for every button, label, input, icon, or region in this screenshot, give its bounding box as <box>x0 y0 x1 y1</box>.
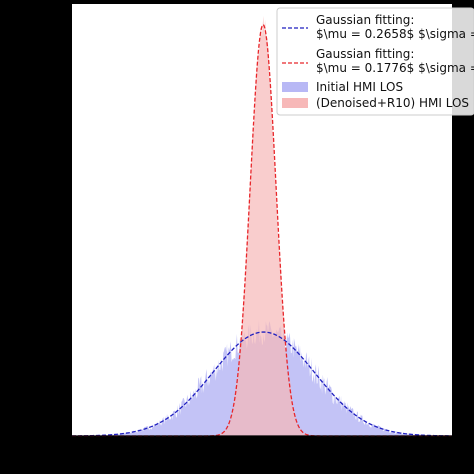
legend-box <box>276 7 474 116</box>
legend-entry-3-label: Initial HMI LOS <box>316 80 403 94</box>
histogram-denoised-hmi-los <box>72 15 452 437</box>
legend-entry-2-stats: $\mu = 0.1776$ $\sigma = 2.0438$ <box>316 61 474 75</box>
legend-entry-1-stats: $\mu = 0.2658$ $\sigma = 8.0874$ <box>316 27 474 41</box>
legend-entry-1-label: Gaussian fitting: <box>316 13 414 27</box>
legend: Gaussian fitting: $\mu = 0.2658$ $\sigma… <box>276 7 474 116</box>
legend-red-patch <box>282 98 308 108</box>
legend-entry-2-label: Gaussian fitting: <box>316 47 414 61</box>
legend-entry-4-label: (Denoised+R10) HMI LOS <box>316 96 469 110</box>
gaussian-fit-curve-initial <box>71 331 452 437</box>
histogram-layer <box>72 15 452 437</box>
legend-blue-patch <box>282 82 308 92</box>
